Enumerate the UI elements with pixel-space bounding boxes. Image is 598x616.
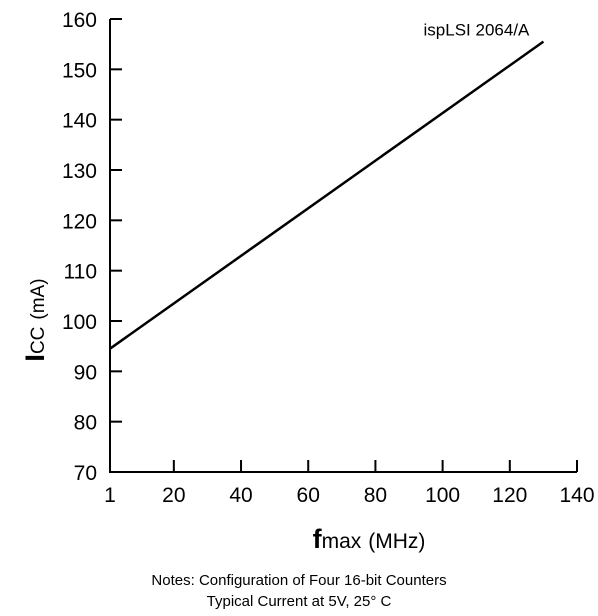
y-axis-symbol: I	[20, 354, 50, 362]
x-tick-label: 60	[297, 484, 320, 507]
x-tick-label: 20	[162, 484, 185, 507]
y-axis-ticks: 70 80 90 100 110 120 130 140 150 160	[62, 9, 122, 485]
y-tick-label: 140	[62, 110, 97, 133]
x-tick-label: 100	[425, 484, 460, 507]
y-tick-label: 110	[64, 261, 97, 284]
x-tick-label: 140	[559, 484, 594, 507]
notes-line-1: Notes: Configuration of Four 16-bit Coun…	[151, 572, 447, 589]
y-tick-label: 100	[62, 311, 97, 334]
x-tick-label: 120	[492, 484, 527, 507]
y-tick-label: 130	[62, 160, 97, 183]
x-tick-label: 80	[364, 484, 387, 507]
x-axis-unit: (MHz)	[368, 530, 425, 553]
y-tick-label: 70	[74, 462, 97, 485]
series-group: ispLSI 2064/A	[109, 21, 545, 350]
x-tick-label: 40	[229, 484, 252, 507]
y-tick-label: 160	[62, 9, 97, 32]
x-tick-label: 1	[104, 484, 116, 507]
y-axis-subscript: CC	[28, 327, 49, 354]
y-tick-label: 80	[74, 412, 97, 435]
y-tick-label: 90	[74, 361, 97, 384]
y-axis-unit: (mA)	[28, 278, 49, 319]
x-axis-ticks: 1 20 40 60 80 100 120 140	[104, 460, 595, 507]
notes-line-2: Typical Current at 5V, 25° C	[206, 593, 392, 610]
y-tick-label: 120	[62, 210, 97, 233]
y-tick-label: 150	[62, 59, 97, 82]
x-axis-title: fmax (MHz)	[313, 524, 426, 554]
y-axis-title: ICC (mA)	[20, 278, 50, 361]
notes: Notes: Configuration of Four 16-bit Coun…	[0, 570, 598, 612]
x-axis-subscript: max	[322, 530, 362, 553]
x-axis-symbol: f	[313, 524, 323, 554]
series-line	[109, 40, 545, 350]
series-label: ispLSI 2064/A	[424, 21, 531, 40]
